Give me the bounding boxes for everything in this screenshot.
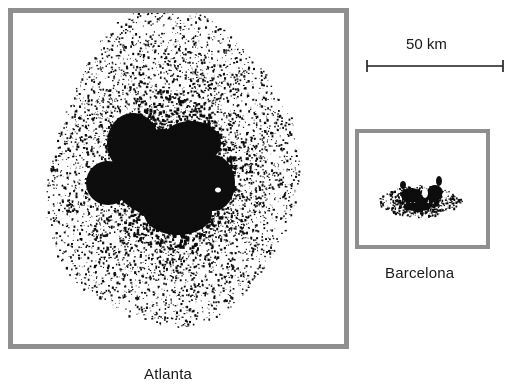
barcelona-urban-footprint <box>379 176 463 219</box>
atlanta-urban-footprint <box>46 13 301 328</box>
scale-bar-label: 50 km <box>406 36 447 53</box>
barcelona-map-frame <box>355 129 490 249</box>
atlanta-map-frame <box>8 8 349 349</box>
barcelona-label: Barcelona <box>385 265 455 282</box>
scale-bar <box>366 60 504 72</box>
atlanta-label: Atlanta <box>144 366 193 383</box>
